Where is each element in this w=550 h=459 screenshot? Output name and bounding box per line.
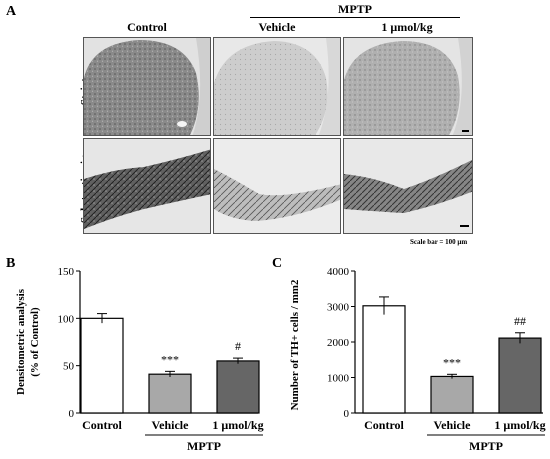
- micrograph-nigra-control: [83, 138, 211, 234]
- chart-c: 0 1000 2000 3000 4000 Control *** Vehicle ## 1 μm…: [289, 266, 546, 453]
- micrograph-striatum-dose: [343, 37, 473, 136]
- y-tick-label: 3000: [327, 302, 350, 314]
- y-tick-label: 100: [58, 313, 75, 325]
- y-tick-label: 50: [63, 361, 75, 373]
- bar-1: [148, 373, 192, 414]
- panel-b-letter: B: [6, 256, 16, 271]
- micrograph-nigra-vehicle: [213, 138, 341, 234]
- category-label: Control: [82, 418, 122, 432]
- category-label: Control: [364, 418, 404, 432]
- category-label: 1 μmol/kg: [494, 418, 545, 432]
- y-axis-label-line1: Densitometric analysis: [15, 288, 27, 395]
- mptp-group-label: MPTP: [469, 439, 503, 453]
- mptp-group-label-a: MPTP: [338, 2, 372, 16]
- bar-2: [498, 337, 542, 414]
- category-label: 1 μmol/kg: [212, 418, 263, 432]
- panel-a-letter: A: [6, 4, 17, 19]
- y-tick-label: 150: [58, 266, 75, 278]
- y-tick-label: 2000: [327, 337, 350, 349]
- micrograph-nigra-dose: [343, 138, 473, 234]
- significance-label: #: [235, 339, 241, 353]
- mptp-group-line-a: [250, 17, 460, 18]
- bar-1: [430, 375, 474, 414]
- y-tick-label: 4000: [327, 266, 350, 278]
- bar-0: [362, 305, 406, 414]
- scale-bar-label: Scale bar = 100 μm: [410, 238, 468, 246]
- significance-label: ***: [443, 355, 461, 369]
- y-tick-label: 0: [344, 408, 350, 420]
- y-tick-label: 1000: [327, 373, 350, 385]
- mptp-group-label: MPTP: [187, 439, 221, 453]
- significance-label: ***: [161, 352, 179, 366]
- chart-b: 0 50 100 150 Control *** Vehicle #1 μmol/kg MPTP…: [15, 266, 264, 453]
- bar-2: [216, 360, 260, 414]
- y-axis-label-line2: (% of Control): [29, 307, 41, 377]
- micrograph-striatum-vehicle: [213, 37, 341, 136]
- bar-0: [80, 317, 124, 414]
- significance-label: ##: [514, 314, 526, 328]
- micrograph-striatum-control: [83, 37, 211, 136]
- column-header-vehicle: Vehicle: [258, 20, 296, 34]
- y-tick-label: 0: [69, 408, 75, 420]
- panel-c-letter: C: [272, 256, 283, 271]
- column-header-control: Control: [127, 20, 167, 34]
- column-header-dose: 1 μmol/kg: [381, 20, 433, 34]
- category-label: Vehicle: [152, 418, 190, 432]
- category-label: Vehicle: [434, 418, 472, 432]
- y-axis-label: Number of TH+ cells / mm2: [289, 279, 301, 410]
